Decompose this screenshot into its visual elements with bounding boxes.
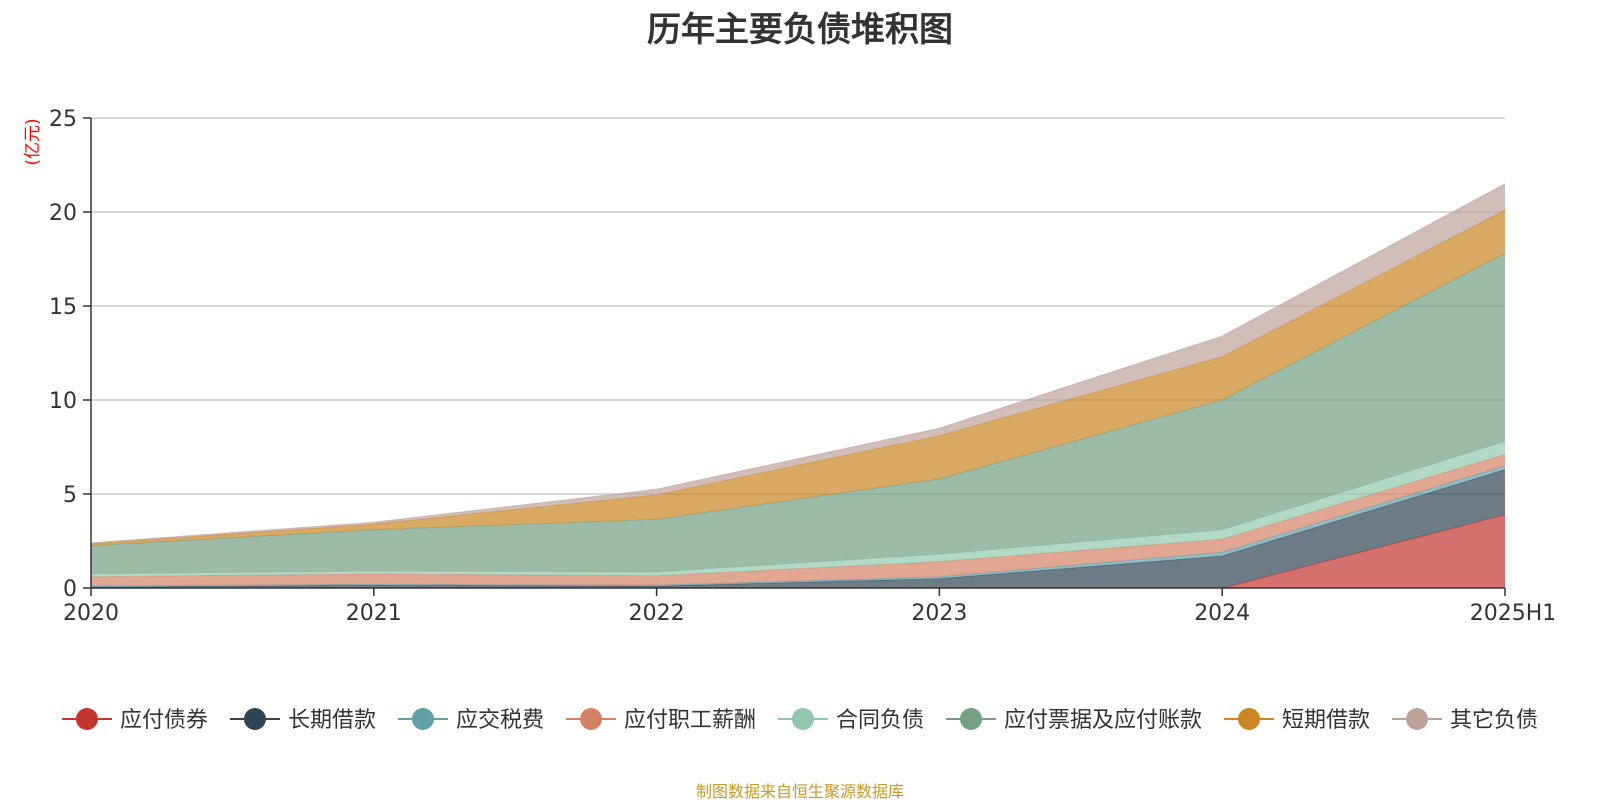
- y-tick-label: 25: [49, 107, 77, 132]
- axes: 0 5 10 15 20 25 2020 2021 2022 2023 2024 2025H1: [49, 107, 1556, 626]
- area-series-edge-6: [90, 252, 1506, 547]
- legend-label-7: 短期借款: [1282, 708, 1370, 733]
- legend-label-6: 应付票据及应付账款: [1004, 708, 1202, 733]
- legend-item-3[interactable]: [397, 708, 448, 730]
- y-tick-label: 0: [63, 577, 77, 602]
- legend-label-5: 合同负债: [836, 708, 924, 733]
- x-tick-label: 2022: [629, 601, 685, 626]
- chart-title: 历年主要负债堆积图: [647, 10, 953, 50]
- legend-circle-icon: [960, 708, 983, 730]
- legend-circle-icon: [792, 708, 814, 730]
- legend-item-2[interactable]: [229, 708, 280, 730]
- x-tick-label: 2023: [911, 601, 967, 626]
- legend-label-4: 应付职工薪酬: [624, 708, 756, 733]
- area-series-1: [91, 514, 1505, 588]
- x-tick-label: 2024: [1194, 601, 1250, 626]
- area-series: [90, 183, 1506, 589]
- area-series-edge-8: [90, 183, 1506, 544]
- area-series-7: [91, 210, 1505, 546]
- y-axis-unit-label: (亿元): [23, 118, 43, 165]
- legend-circle-icon: [579, 708, 602, 730]
- legend-circle-icon: [75, 708, 98, 730]
- legend-item-7[interactable]: [1224, 708, 1275, 730]
- legend-circle-icon: [411, 708, 434, 730]
- legend-label-8: 其它负债: [1450, 708, 1538, 733]
- legend-circle-icon: [1238, 708, 1261, 730]
- source-note: 制图数据来自恒生聚源数据库: [695, 782, 904, 801]
- x-tick-label: 2025H1: [1470, 601, 1557, 626]
- legend-item-4[interactable]: [565, 708, 616, 730]
- legend-item-1[interactable]: [61, 708, 112, 730]
- y-tick-label: 20: [49, 201, 77, 226]
- y-tick-label: 10: [49, 389, 77, 414]
- legend-item-8[interactable]: [1392, 708, 1443, 730]
- x-tick-label: 2020: [63, 601, 119, 626]
- y-tick-label: 15: [49, 295, 77, 320]
- legend-label-2: 长期借款: [288, 708, 376, 733]
- legend-item-5[interactable]: [778, 708, 828, 730]
- y-tick-label: 5: [63, 483, 77, 508]
- legend-item-6[interactable]: [946, 708, 997, 730]
- area-series-4: [91, 454, 1505, 587]
- legend-circle-icon: [243, 708, 266, 730]
- legend-label-1: 应付债券: [120, 708, 208, 733]
- area-series-5: [91, 441, 1505, 577]
- legend: 应付债券 长期借款 应交税费 应付职工薪酬 合同负债 应付票据及应付账款 短期借款 其它负债: [61, 708, 1538, 733]
- area-series-6: [91, 253, 1505, 574]
- legend-circle-icon: [1406, 708, 1429, 730]
- x-tick-label: 2021: [346, 601, 402, 626]
- legend-label-3: 应交税费: [456, 708, 544, 733]
